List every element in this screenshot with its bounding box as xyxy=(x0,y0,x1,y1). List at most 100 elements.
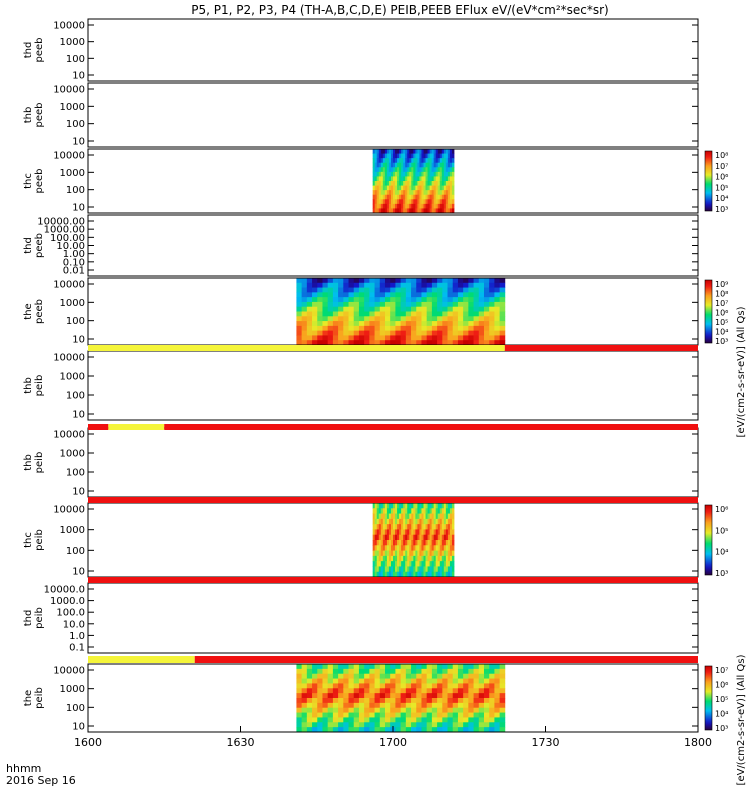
spectrogram-cell xyxy=(332,301,339,308)
spectrogram-cell xyxy=(332,678,339,684)
spectrogram-cell xyxy=(457,717,464,723)
spectrogram-cell xyxy=(379,683,386,689)
spectrogram-cell xyxy=(407,571,410,578)
spectrogram-cell xyxy=(473,340,480,346)
spectrogram-cell xyxy=(405,529,408,536)
spectrogram-cell xyxy=(378,561,382,567)
spectrogram-cell xyxy=(415,194,418,200)
spectrogram-cell xyxy=(494,673,501,679)
spectrogram-cell xyxy=(419,208,422,214)
spectrogram-cell xyxy=(384,702,391,709)
status-bar-segment xyxy=(88,656,195,663)
spectrogram-cell xyxy=(384,678,391,684)
spectrogram-cell xyxy=(409,508,412,514)
spectrogram-cell xyxy=(427,190,430,196)
spectrogram-cell xyxy=(423,518,426,525)
spectrogram-cell xyxy=(388,149,392,154)
spectrogram-cell xyxy=(431,566,435,573)
spectrogram-cell xyxy=(382,199,386,205)
spectrogram-cell xyxy=(409,194,412,200)
spectrogram-cell xyxy=(415,208,418,214)
spectrogram-cell xyxy=(393,181,396,186)
spectrogram-cell xyxy=(439,524,443,530)
spectrogram-cell xyxy=(447,664,454,670)
spectrogram-cell xyxy=(403,534,406,541)
spectrogram-cell xyxy=(427,534,430,541)
spectrogram-cell xyxy=(427,571,430,578)
spectrogram-cell xyxy=(343,722,349,728)
spectrogram-cell xyxy=(369,668,375,675)
spectrogram-cell xyxy=(405,717,412,723)
spectrogram-cell xyxy=(447,162,451,168)
spectrogram-cell xyxy=(494,668,501,675)
spectrogram-cell xyxy=(393,162,396,168)
spectrogram-cell xyxy=(386,171,390,177)
spectrogram-cell xyxy=(358,668,365,675)
spectrogram-cell xyxy=(435,524,439,530)
spectrogram-cell xyxy=(395,311,402,317)
spectrogram-cell xyxy=(447,306,454,312)
spectrogram-cell xyxy=(364,325,370,332)
spectrogram-cell xyxy=(364,664,370,670)
spectrogram-cell xyxy=(312,722,318,728)
spectrogram-cell xyxy=(433,513,437,520)
spectrogram-cell xyxy=(405,292,412,298)
spectrogram-cell xyxy=(437,330,443,336)
spectrogram-cell xyxy=(411,566,414,573)
spectrogram-cell xyxy=(343,698,349,704)
spectrogram-cell xyxy=(343,292,349,298)
spectrogram-cell xyxy=(364,287,370,293)
spectrogram-cell xyxy=(473,321,480,327)
colorbar-tick-label: 10⁵ xyxy=(715,318,728,327)
y-tick-label: 10 xyxy=(72,722,85,733)
spectrogram-cell xyxy=(390,668,396,675)
spectrogram-cell xyxy=(374,335,381,341)
spectrogram-cell xyxy=(395,287,402,293)
colorbar-tick-label: 10⁷ xyxy=(715,162,728,171)
spectrogram-cell xyxy=(397,171,400,177)
spectrogram-cell xyxy=(374,167,378,173)
spectrogram-cell xyxy=(390,717,396,723)
spectrogram-cell xyxy=(379,321,386,327)
status-bar-segment xyxy=(194,656,698,663)
spectrogram-cell xyxy=(478,702,485,709)
spectrogram-cell xyxy=(399,529,402,536)
spectrogram-cell xyxy=(443,508,447,514)
spectrogram-cell xyxy=(451,529,455,536)
spectrogram-cell xyxy=(393,149,396,154)
spectrogram-cell xyxy=(376,199,380,205)
colorbar-tick-label: 10⁸ xyxy=(715,290,728,299)
spectrogram-cell xyxy=(433,508,437,514)
spectrogram-cell xyxy=(435,561,439,567)
spectrogram-cell xyxy=(499,683,506,689)
spectrogram-cell xyxy=(376,167,380,173)
spectrogram-cell xyxy=(443,171,447,177)
spectrogram-cell xyxy=(435,194,439,200)
spectrogram-cell xyxy=(413,566,416,573)
spectrogram-cell xyxy=(442,693,448,699)
spectrogram-cell xyxy=(429,545,433,551)
spectrogram-cell xyxy=(338,707,344,713)
spectrogram-cell xyxy=(447,550,451,557)
spectrogram-cell xyxy=(384,707,391,713)
spectrogram-cell xyxy=(407,149,410,154)
spectrogram-cell xyxy=(431,668,438,675)
spectrogram-cell xyxy=(301,301,308,308)
spectrogram-cell xyxy=(439,181,443,186)
spectrogram-cell xyxy=(372,508,376,514)
spectrogram-cell xyxy=(473,306,480,312)
spectrogram-cell xyxy=(494,287,501,293)
spectrogram-cell xyxy=(463,311,469,317)
spectrogram-cell xyxy=(478,316,485,322)
spectrogram-cell xyxy=(439,190,443,196)
spectrogram-cell xyxy=(405,330,412,336)
spectrogram-cell xyxy=(379,301,386,308)
spectrogram-cell xyxy=(425,571,428,578)
spectrogram-cell xyxy=(447,571,451,578)
spectrogram-cell xyxy=(397,158,400,164)
spectrogram-cell xyxy=(327,722,334,728)
spectrogram-cell xyxy=(343,278,349,284)
spectrogram-cell xyxy=(447,688,454,694)
spectrogram-cell xyxy=(395,550,398,557)
spectrogram-cell xyxy=(306,722,313,728)
